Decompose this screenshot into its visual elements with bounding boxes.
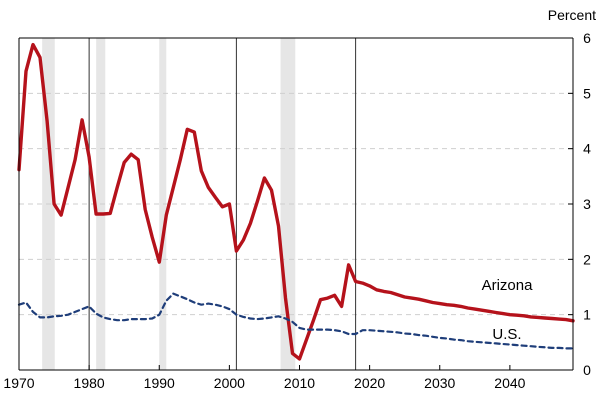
x-tick-label-2010: 2010 xyxy=(284,375,315,391)
series-label-arizona: Arizona xyxy=(482,277,534,294)
x-tick-label-1980: 1980 xyxy=(74,375,105,391)
y-axis-unit-label: Percent xyxy=(548,7,596,23)
x-tick-label-2020: 2020 xyxy=(354,375,385,391)
x-tick-label-2040: 2040 xyxy=(494,375,525,391)
series-line-us xyxy=(17,292,575,350)
y-tick-label-0: 0 xyxy=(583,362,591,378)
x-axis-ticks: 1970 1980 1990 2000 2010 2020 2030 2040 xyxy=(3,365,526,391)
x-tick-label-1970: 1970 xyxy=(3,375,34,391)
y-tick-label-5: 5 xyxy=(583,85,591,101)
y-tick-label-2: 2 xyxy=(583,251,591,267)
y-tick-label-1: 1 xyxy=(583,307,591,323)
y-axis-ticks: 0 1 2 3 4 5 6 xyxy=(568,30,591,378)
x-tick-label-2000: 2000 xyxy=(214,375,245,391)
series-label-us: U.S. xyxy=(492,326,521,343)
series-lines xyxy=(17,42,575,361)
series-line-arizona xyxy=(17,42,575,361)
y-tick-label-4: 4 xyxy=(583,141,591,157)
y-tick-label-3: 3 xyxy=(583,196,591,212)
recession-band-2 xyxy=(159,38,167,370)
x-tick-label-2030: 2030 xyxy=(424,375,455,391)
x-tick-label-1990: 1990 xyxy=(144,375,175,391)
y-tick-label-6: 6 xyxy=(583,30,591,46)
